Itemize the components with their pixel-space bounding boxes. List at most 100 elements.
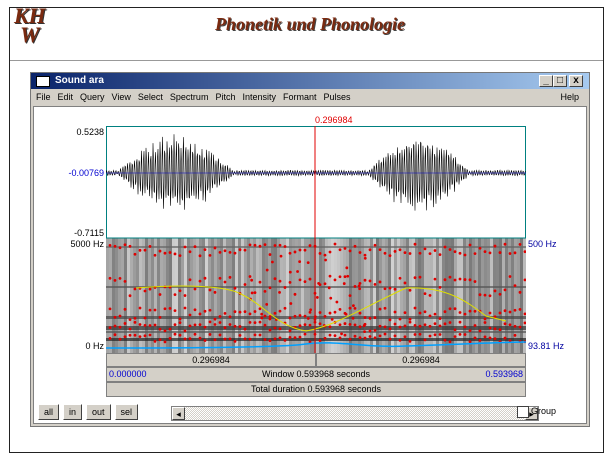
zoom-button[interactable]: in bbox=[63, 404, 82, 420]
formant-dot bbox=[289, 281, 292, 284]
formant-dot bbox=[254, 321, 257, 324]
menu-item[interactable]: Formant bbox=[283, 90, 317, 105]
formant-dot bbox=[444, 246, 447, 249]
formant-dot bbox=[399, 326, 402, 329]
formant-dot bbox=[244, 337, 247, 340]
formant-dot bbox=[289, 302, 292, 305]
formant-dot bbox=[444, 310, 447, 313]
formant-dot bbox=[324, 282, 327, 285]
formant-dot bbox=[114, 333, 117, 336]
formant-dot bbox=[444, 278, 447, 281]
formant-dot bbox=[364, 337, 367, 340]
spectrogram-column bbox=[190, 238, 193, 353]
formant-dot bbox=[399, 339, 402, 342]
minimize-button[interactable]: _ bbox=[539, 75, 553, 87]
formant-dot bbox=[424, 310, 427, 313]
formant-dot bbox=[284, 286, 287, 289]
formant-dot bbox=[109, 307, 112, 310]
menu-item[interactable]: Query bbox=[80, 90, 105, 105]
formant-dot bbox=[484, 321, 487, 324]
formant-dot bbox=[464, 254, 467, 257]
formant-dot bbox=[219, 251, 222, 254]
formant-dot bbox=[271, 261, 274, 264]
formant-dot bbox=[154, 324, 157, 327]
spectrogram-column bbox=[286, 238, 289, 353]
zoom-button[interactable]: out bbox=[86, 404, 111, 420]
formant-dot bbox=[279, 327, 282, 330]
formant-dot bbox=[119, 326, 122, 329]
formant-dot bbox=[454, 328, 457, 331]
spectrogram-column bbox=[472, 238, 475, 353]
scroll-left[interactable]: ◂ bbox=[172, 407, 185, 420]
menu-item[interactable]: Select bbox=[138, 90, 163, 105]
scrollbar[interactable]: ◂ ▸ bbox=[171, 406, 539, 421]
spectrogram-column bbox=[166, 238, 169, 353]
formant-dot bbox=[199, 337, 202, 340]
formant-dot bbox=[329, 334, 332, 337]
formant-dot bbox=[174, 309, 177, 312]
formant-dot bbox=[339, 337, 342, 340]
formant-dot bbox=[404, 282, 407, 285]
menu-item[interactable]: Edit bbox=[58, 90, 74, 105]
formant-dot bbox=[278, 291, 281, 294]
formant-dot bbox=[343, 282, 346, 285]
maximize-button[interactable]: □ bbox=[553, 75, 567, 87]
menu-item[interactable]: Spectrum bbox=[170, 90, 209, 105]
formant-dot bbox=[304, 333, 307, 336]
menu-item[interactable]: Intensity bbox=[242, 90, 276, 105]
menu-item[interactable]: File bbox=[36, 90, 51, 105]
formant-dot bbox=[289, 317, 292, 320]
menu-item[interactable]: Pulses bbox=[324, 90, 351, 105]
formant-dot bbox=[439, 286, 442, 289]
formant-dot bbox=[124, 322, 127, 325]
formant-dot bbox=[109, 337, 112, 340]
formant-dot bbox=[346, 275, 349, 278]
formant-dot bbox=[274, 277, 277, 280]
formant-dot bbox=[504, 309, 507, 312]
group-checkbox[interactable] bbox=[517, 406, 529, 418]
formant-dot bbox=[159, 293, 162, 296]
formant-dot bbox=[119, 338, 122, 341]
formant-dot bbox=[344, 247, 347, 250]
formant-dot bbox=[409, 321, 412, 324]
formant-dot bbox=[239, 248, 242, 251]
zoom-button[interactable]: all bbox=[38, 404, 59, 420]
spectrogram-column bbox=[262, 238, 265, 353]
formant-dot bbox=[429, 314, 432, 317]
time-bar[interactable]: 0.296984 bbox=[316, 353, 526, 367]
formant-dot bbox=[504, 288, 507, 291]
formant-dot bbox=[129, 318, 132, 321]
window-bar[interactable]: 0.000000 Window 0.593968 seconds 0.59396… bbox=[106, 367, 526, 382]
time-bar[interactable]: 0.296984 bbox=[106, 353, 316, 367]
formant-dot bbox=[164, 252, 167, 255]
formant-dot bbox=[359, 251, 362, 254]
formant-dot bbox=[424, 292, 427, 295]
menu-item[interactable]: View bbox=[112, 90, 131, 105]
formant-dot bbox=[219, 334, 222, 337]
menu-item[interactable]: Help bbox=[560, 90, 579, 105]
formant-dot bbox=[259, 245, 262, 248]
formant-dot bbox=[189, 250, 192, 253]
close-button[interactable]: x bbox=[569, 75, 583, 87]
total-bar[interactable]: Total duration 0.593968 seconds bbox=[106, 382, 526, 397]
formant-dot bbox=[439, 324, 442, 327]
formant-dot bbox=[509, 323, 512, 326]
formant-dot bbox=[358, 284, 361, 287]
formant-dot bbox=[189, 337, 192, 340]
formant-dot bbox=[439, 253, 442, 256]
spectrogram-column bbox=[400, 238, 403, 353]
formant-dot bbox=[354, 335, 357, 338]
menu-item[interactable]: Pitch bbox=[215, 90, 235, 105]
formant-dot bbox=[219, 277, 222, 280]
end-time: 0.593968 bbox=[485, 368, 523, 381]
formant-dot bbox=[359, 282, 362, 285]
formant-dot bbox=[299, 314, 302, 317]
formant-dot bbox=[219, 315, 222, 318]
formant-dot bbox=[494, 327, 497, 330]
formant-dot bbox=[289, 271, 292, 274]
zoom-button[interactable]: sel bbox=[115, 404, 139, 420]
formant-dot bbox=[254, 310, 257, 313]
spectrogram-column bbox=[331, 238, 334, 353]
spectrogram-column bbox=[445, 238, 448, 353]
formant-dot bbox=[349, 250, 352, 253]
